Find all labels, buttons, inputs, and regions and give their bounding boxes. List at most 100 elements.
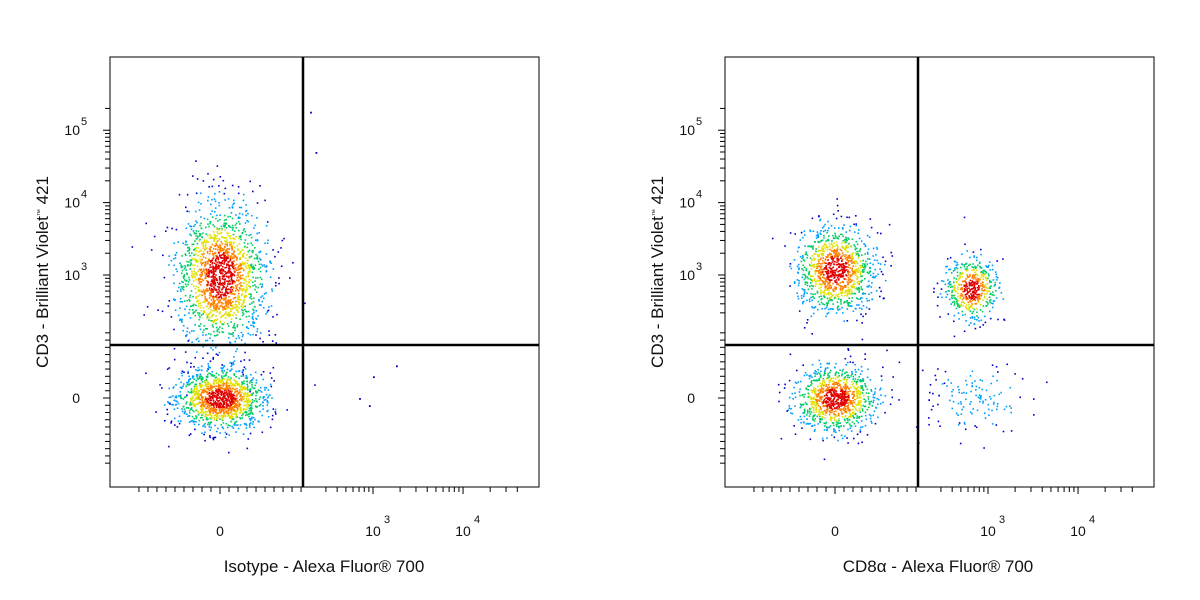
event-dot (868, 280, 870, 283)
event-dot (206, 299, 208, 302)
event-dot (230, 397, 233, 400)
event-dot (803, 396, 805, 398)
event-dot (840, 286, 843, 288)
event-dot (822, 384, 825, 387)
event-dot (857, 253, 860, 255)
event-dot (226, 403, 229, 406)
event-dot (217, 387, 219, 390)
event-dot (834, 261, 836, 263)
event-dot (196, 301, 198, 303)
event-dot (222, 410, 225, 412)
event-dot (816, 399, 819, 401)
event-dot (233, 404, 236, 407)
event-dot (210, 393, 212, 395)
event-dot (827, 401, 830, 403)
event-dot (841, 394, 843, 396)
event-dot (223, 283, 226, 286)
event-dot (235, 403, 237, 406)
event-dot (206, 373, 209, 376)
event-dot (180, 286, 183, 288)
event-dot (811, 382, 813, 385)
event-dot (223, 297, 225, 300)
event-dot (246, 377, 248, 380)
event-dot (796, 265, 799, 268)
event-dot (877, 273, 879, 276)
event-dot (233, 274, 236, 277)
event-dot (818, 215, 820, 217)
event-dot (222, 309, 224, 311)
event-dot (861, 265, 863, 267)
event-dot (836, 254, 838, 257)
event-dot (204, 274, 207, 276)
event-dot (818, 262, 820, 264)
event-dot (810, 268, 813, 270)
event-dot (880, 270, 883, 273)
event-dot (246, 399, 249, 402)
event-dot (250, 379, 253, 382)
event-dot (256, 258, 259, 260)
event-dot (205, 413, 207, 416)
event-dot (860, 400, 863, 403)
event-dot (787, 409, 790, 411)
event-dot (223, 321, 226, 324)
event-dot (246, 259, 249, 262)
event-dot (226, 400, 228, 402)
event-dot (837, 380, 840, 383)
event-dot (850, 286, 853, 288)
event-dot (197, 395, 200, 397)
event-dot (847, 409, 849, 412)
event-dot (847, 288, 850, 291)
event-dot (250, 233, 252, 236)
event-dot (238, 384, 240, 387)
event-dot (809, 257, 812, 259)
event-dot (842, 378, 845, 381)
event-dot (224, 254, 226, 257)
event-dot (272, 408, 275, 410)
event-dot (228, 408, 230, 411)
event-dot (186, 406, 189, 409)
event-dot (832, 405, 835, 407)
event-dot (862, 380, 864, 382)
event-dot (183, 396, 186, 399)
event-dot (855, 260, 858, 263)
event-dot (232, 237, 234, 240)
event-dot (180, 264, 182, 266)
event-dot (813, 396, 815, 399)
event-dot (249, 422, 252, 424)
event-dot (193, 423, 196, 426)
event-dot (215, 404, 217, 407)
event-dot (825, 397, 827, 399)
event-dot (211, 374, 214, 377)
event-dot (226, 243, 228, 246)
event-dot (249, 408, 252, 411)
event-dot (215, 388, 217, 390)
event-dot (859, 387, 862, 389)
event-dot (811, 376, 813, 378)
event-dot (200, 216, 202, 218)
event-dot (246, 401, 249, 404)
event-dot (865, 385, 867, 388)
event-dot (886, 349, 888, 352)
event-dot (225, 384, 227, 386)
event-dot (224, 292, 226, 295)
event-dot (223, 274, 226, 276)
event-dot (840, 215, 843, 218)
event-dot (841, 291, 844, 294)
event-dot (860, 240, 863, 242)
event-dot (256, 256, 259, 259)
event-dot (261, 300, 263, 303)
event-dot (251, 315, 254, 318)
event-dot (825, 270, 827, 273)
event-dot (274, 411, 277, 413)
event-dot (198, 401, 201, 404)
event-dot (235, 287, 237, 290)
event-dot (814, 273, 817, 275)
event-dot (195, 309, 197, 312)
event-dot (816, 231, 819, 233)
event-dot (210, 276, 212, 278)
event-dot (173, 347, 176, 350)
event-dot (230, 420, 232, 423)
event-dot (260, 403, 262, 406)
event-dot (868, 271, 871, 273)
event-dot (844, 416, 847, 418)
